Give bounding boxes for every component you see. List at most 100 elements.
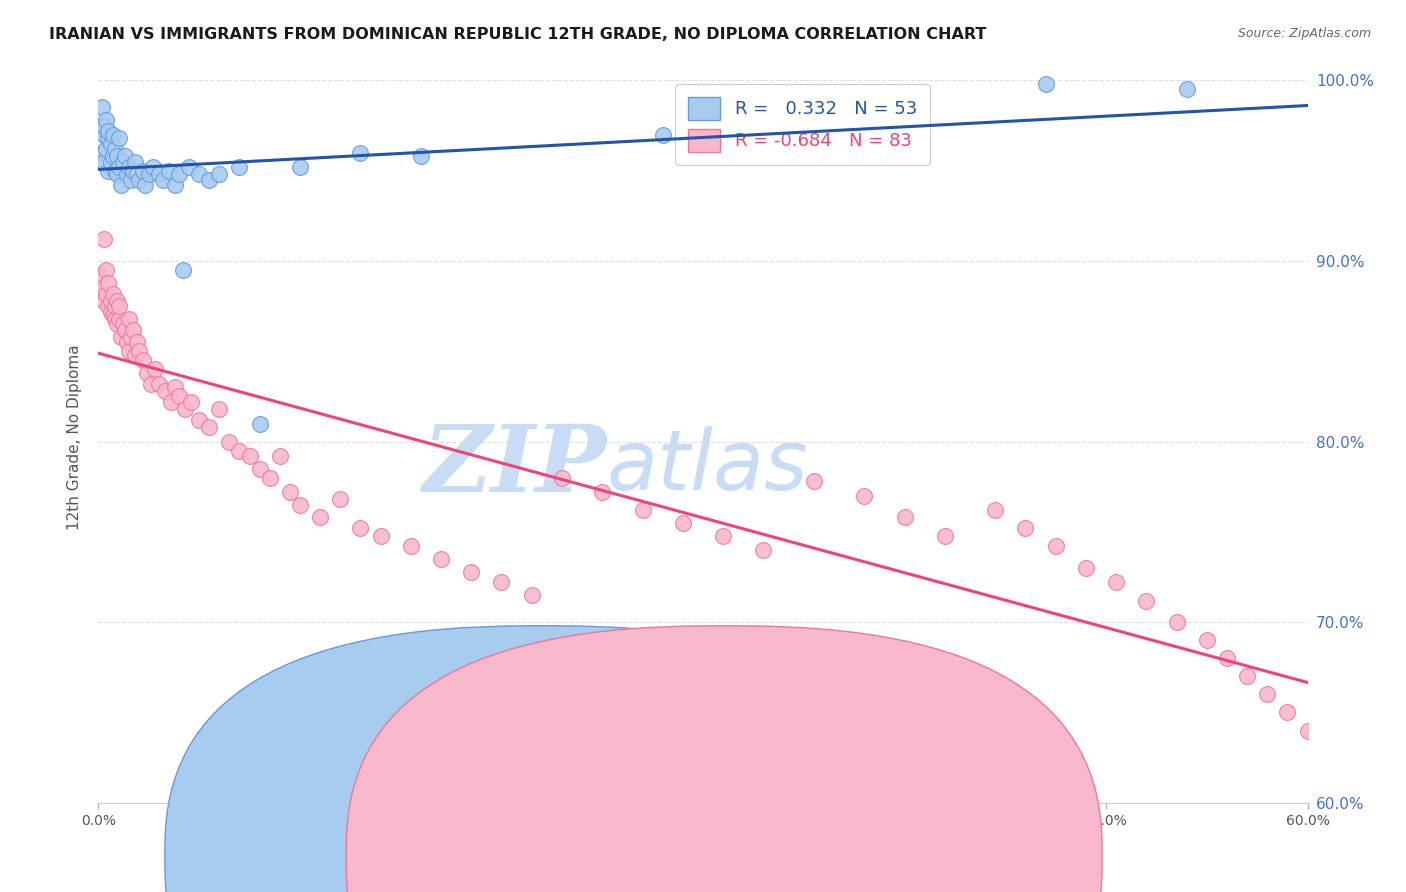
- Point: [128, 172, 150, 186]
- Point: [103, 299, 125, 313]
- Point: [115, 335, 138, 350]
- Point: [125, 167, 148, 181]
- Point: [1045, 539, 1067, 553]
- Point: [124, 348, 146, 362]
- Point: [208, 167, 231, 181]
- Point: [218, 434, 240, 449]
- Point: [91, 281, 114, 295]
- Point: [101, 149, 124, 163]
- Point: [591, 485, 613, 500]
- Point: [110, 178, 132, 193]
- Point: [551, 471, 574, 485]
- Point: [249, 417, 271, 431]
- Point: [153, 384, 176, 398]
- Point: [148, 167, 170, 181]
- Point: [105, 293, 128, 308]
- Point: [111, 154, 134, 169]
- Point: [278, 485, 301, 500]
- Text: IRANIAN VS IMMIGRANTS FROM DOMINICAN REPUBLIC 12TH GRADE, NO DIPLOMA CORRELATION: IRANIAN VS IMMIGRANTS FROM DOMINICAN REP…: [49, 27, 987, 42]
- Point: [96, 263, 118, 277]
- Point: [1135, 593, 1157, 607]
- Point: [128, 344, 150, 359]
- Point: [188, 413, 211, 427]
- Point: [893, 510, 915, 524]
- Point: [1035, 77, 1057, 91]
- Point: [163, 178, 186, 193]
- Point: [984, 503, 1007, 517]
- Point: [96, 142, 118, 156]
- Y-axis label: 12th Grade, No Diploma: 12th Grade, No Diploma: [67, 344, 83, 530]
- Point: [93, 128, 115, 142]
- Point: [111, 317, 134, 331]
- Point: [107, 131, 129, 145]
- Point: [152, 172, 174, 186]
- Point: [110, 330, 132, 344]
- Point: [97, 163, 120, 178]
- Point: [349, 521, 371, 535]
- Point: [631, 503, 654, 517]
- Point: [121, 323, 143, 337]
- Point: [118, 160, 141, 174]
- Point: [288, 160, 311, 174]
- Point: [288, 498, 311, 512]
- Point: [138, 167, 160, 181]
- Point: [329, 492, 352, 507]
- Point: [172, 263, 194, 277]
- Point: [97, 276, 120, 290]
- Point: [91, 100, 114, 114]
- Point: [1166, 615, 1188, 630]
- Text: Immigrants from Dominican Republic: Immigrants from Dominican Republic: [749, 848, 1033, 863]
- Point: [97, 124, 120, 138]
- Point: [125, 335, 148, 350]
- Point: [105, 167, 128, 181]
- Point: [118, 311, 141, 326]
- Point: [1216, 651, 1239, 665]
- Point: [135, 366, 157, 380]
- Point: [148, 376, 170, 391]
- Point: [1236, 669, 1258, 683]
- Point: [124, 154, 146, 169]
- Point: [803, 475, 825, 489]
- Point: [167, 167, 190, 181]
- Point: [198, 420, 221, 434]
- Text: Source: ZipAtlas.com: Source: ZipAtlas.com: [1237, 27, 1371, 40]
- Point: [491, 575, 513, 590]
- Point: [1014, 521, 1036, 535]
- Point: [752, 543, 775, 558]
- Point: [167, 389, 190, 403]
- Text: atlas: atlas: [606, 425, 808, 507]
- Point: [114, 323, 136, 337]
- Point: [100, 154, 122, 169]
- Point: [101, 286, 124, 301]
- Point: [228, 160, 250, 174]
- Point: [1175, 82, 1198, 96]
- Point: [399, 539, 422, 553]
- Point: [249, 461, 271, 475]
- Point: [121, 163, 143, 178]
- Point: [132, 353, 155, 368]
- Point: [100, 136, 122, 151]
- Point: [139, 376, 162, 391]
- Point: [142, 160, 165, 174]
- Point: [89, 268, 111, 283]
- Point: [239, 449, 262, 463]
- Point: [198, 172, 221, 186]
- FancyBboxPatch shape: [165, 626, 921, 892]
- Point: [157, 163, 180, 178]
- Point: [1105, 575, 1128, 590]
- Point: [89, 119, 111, 133]
- Point: [1074, 561, 1097, 575]
- Point: [711, 528, 734, 542]
- Point: [114, 149, 136, 163]
- Point: [134, 178, 156, 193]
- Point: [101, 128, 124, 142]
- Point: [118, 344, 141, 359]
- Point: [120, 330, 142, 344]
- Point: [651, 128, 673, 142]
- Point: [143, 362, 166, 376]
- FancyBboxPatch shape: [346, 626, 1102, 892]
- Point: [93, 119, 115, 133]
- Point: [520, 588, 543, 602]
- Point: [132, 163, 155, 178]
- Point: [269, 449, 291, 463]
